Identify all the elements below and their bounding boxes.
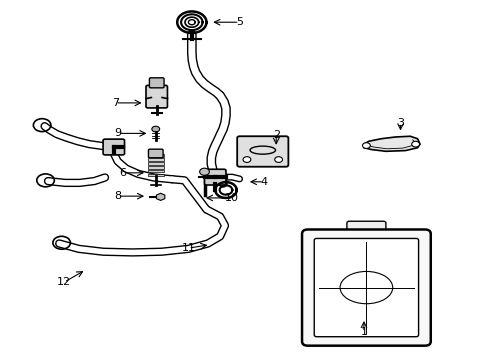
FancyBboxPatch shape — [302, 272, 315, 303]
Bar — [148, 154, 163, 157]
Circle shape — [199, 168, 209, 175]
Text: 9: 9 — [114, 129, 121, 138]
Bar — [148, 162, 163, 165]
Text: 4: 4 — [260, 177, 267, 187]
FancyBboxPatch shape — [148, 149, 163, 158]
Bar — [148, 158, 163, 161]
FancyBboxPatch shape — [149, 78, 163, 88]
FancyBboxPatch shape — [146, 85, 167, 108]
Text: 1: 1 — [360, 327, 366, 337]
Text: 12: 12 — [57, 277, 71, 287]
Text: 6: 6 — [119, 168, 126, 178]
Polygon shape — [363, 136, 419, 151]
Circle shape — [243, 157, 250, 162]
Text: 8: 8 — [114, 191, 121, 201]
Circle shape — [152, 126, 159, 132]
FancyBboxPatch shape — [302, 229, 430, 346]
FancyBboxPatch shape — [103, 139, 124, 155]
Text: 11: 11 — [181, 243, 195, 253]
FancyBboxPatch shape — [417, 272, 429, 303]
FancyBboxPatch shape — [204, 169, 225, 185]
FancyBboxPatch shape — [314, 238, 418, 337]
FancyBboxPatch shape — [346, 221, 385, 239]
Text: 5: 5 — [236, 17, 243, 27]
Circle shape — [411, 141, 419, 147]
Text: 7: 7 — [111, 98, 119, 108]
Text: 10: 10 — [225, 193, 239, 203]
Circle shape — [362, 143, 369, 148]
Text: 2: 2 — [272, 130, 279, 140]
Text: 3: 3 — [396, 118, 403, 128]
FancyBboxPatch shape — [237, 136, 288, 167]
Circle shape — [274, 157, 282, 162]
Bar — [148, 166, 163, 168]
Bar — [148, 170, 163, 172]
Bar — [148, 174, 163, 176]
